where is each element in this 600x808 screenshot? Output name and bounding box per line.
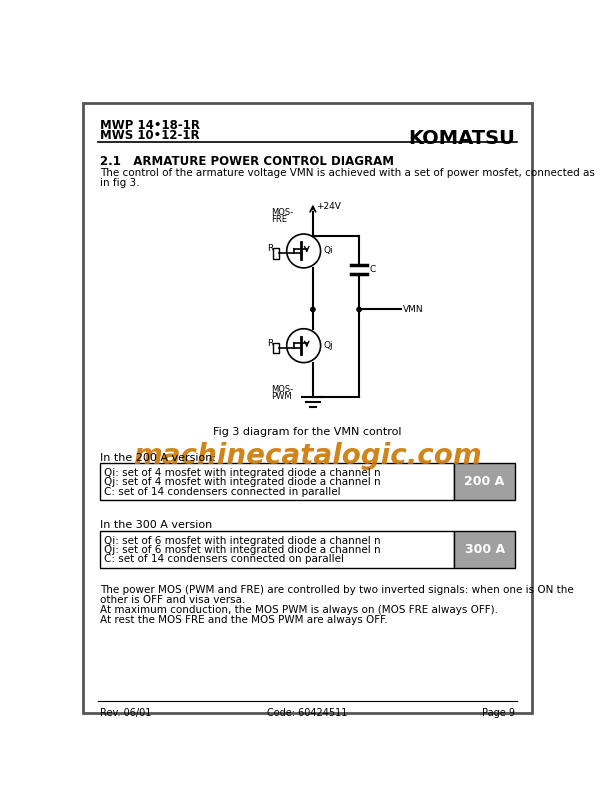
Text: MOS-: MOS- (271, 385, 293, 394)
Text: Qj: Qj (323, 341, 333, 350)
Text: MWS 10•12-1R: MWS 10•12-1R (100, 129, 199, 142)
Text: C: set of 14 condensers connected on parallel: C: set of 14 condensers connected on par… (104, 554, 344, 564)
Text: +24V: +24V (316, 203, 341, 212)
Text: Qi: set of 4 mosfet with integrated diode a channel n: Qi: set of 4 mosfet with integrated diod… (104, 468, 381, 478)
Text: In the 200 A version:: In the 200 A version: (100, 452, 215, 463)
Text: Qi: Qi (323, 246, 333, 255)
Text: R: R (266, 339, 273, 348)
Text: In the 300 A version: In the 300 A version (100, 520, 212, 531)
Bar (454, 464, 515, 500)
Text: in fig 3.: in fig 3. (100, 178, 139, 187)
Bar (454, 531, 515, 568)
Text: MOS-: MOS- (271, 208, 293, 217)
Bar (273, 248, 279, 259)
Text: At maximum conduction, the MOS PWM is always on (MOS FRE always OFF).: At maximum conduction, the MOS PWM is al… (100, 605, 497, 615)
Text: Qj: set of 4 mosfet with integrated diode a channel n: Qj: set of 4 mosfet with integrated diod… (104, 478, 381, 487)
Text: Qi: set of 6 mosfet with integrated diode a channel n: Qi: set of 6 mosfet with integrated diod… (104, 536, 381, 546)
Text: The power MOS (PWM and FRE) are controlled by two inverted signals: when one is : The power MOS (PWM and FRE) are controll… (100, 585, 574, 595)
Text: C: C (369, 265, 376, 274)
Text: PWM: PWM (271, 392, 292, 401)
Text: Rev. 06/01: Rev. 06/01 (100, 708, 151, 718)
Text: 300 A: 300 A (464, 543, 505, 556)
Bar (100, 531, 454, 568)
Text: 2.1   ARMATURE POWER CONTROL DIAGRAM: 2.1 ARMATURE POWER CONTROL DIAGRAM (100, 154, 394, 168)
Text: Qj: set of 6 mosfet with integrated diode a channel n: Qj: set of 6 mosfet with integrated diod… (104, 545, 381, 555)
Text: FRE: FRE (271, 215, 287, 224)
Text: other is OFF and visa versa.: other is OFF and visa versa. (100, 595, 245, 605)
Bar (273, 343, 279, 353)
Text: R: R (266, 244, 273, 253)
Circle shape (311, 307, 315, 312)
Text: KOMATSU: KOMATSU (409, 129, 515, 149)
Text: VMN: VMN (403, 305, 424, 314)
Text: machinecatalogic.com: machinecatalogic.com (133, 442, 482, 470)
Text: MWP 14•18-1R: MWP 14•18-1R (100, 119, 200, 132)
Text: Fig 3 diagram for the VMN control: Fig 3 diagram for the VMN control (213, 427, 402, 436)
Text: The control of the armature voltage VMN is achieved with a set of power mosfet, : The control of the armature voltage VMN … (100, 168, 595, 178)
Text: Code: 60424511: Code: 60424511 (268, 708, 347, 718)
Text: Page 9: Page 9 (482, 708, 515, 718)
Text: C: set of 14 condensers connected in parallel: C: set of 14 condensers connected in par… (104, 486, 341, 497)
Text: At rest the MOS FRE and the MOS PWM are always OFF.: At rest the MOS FRE and the MOS PWM are … (100, 615, 388, 625)
Text: 200 A: 200 A (464, 475, 505, 489)
Circle shape (357, 307, 361, 312)
Bar (100, 464, 454, 500)
